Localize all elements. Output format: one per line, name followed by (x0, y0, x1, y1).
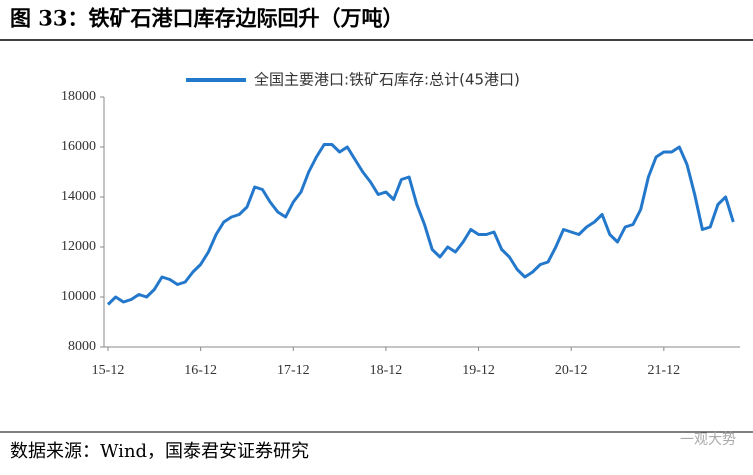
x-tick-label: 19-12 (462, 363, 495, 378)
x-tick-label: 21-12 (648, 363, 681, 378)
y-tick-label: 8000 (68, 339, 96, 354)
chart-title: 图 33：铁矿石港口库存边际回升（万吨） (10, 6, 404, 31)
legend-label: 全国主要港口:铁矿石库存:总计(45港口) (254, 71, 520, 89)
source-note: 数据来源：Wind，国泰君安证券研究 (10, 441, 309, 462)
y-tick-label: 18000 (61, 89, 96, 104)
y-tick-label: 14000 (61, 189, 96, 204)
x-tick-label: 20-12 (555, 363, 588, 378)
x-tick-label: 18-12 (370, 363, 403, 378)
y-tick-label: 12000 (61, 239, 96, 254)
y-tick-label: 16000 (61, 139, 96, 154)
x-tick-label: 15-12 (92, 363, 125, 378)
x-tick-label: 17-12 (277, 363, 310, 378)
y-tick-label: 10000 (61, 289, 96, 304)
x-tick-label: 16-12 (184, 363, 217, 378)
watermark: 一观大势 (680, 432, 736, 448)
series-line (106, 143, 735, 306)
